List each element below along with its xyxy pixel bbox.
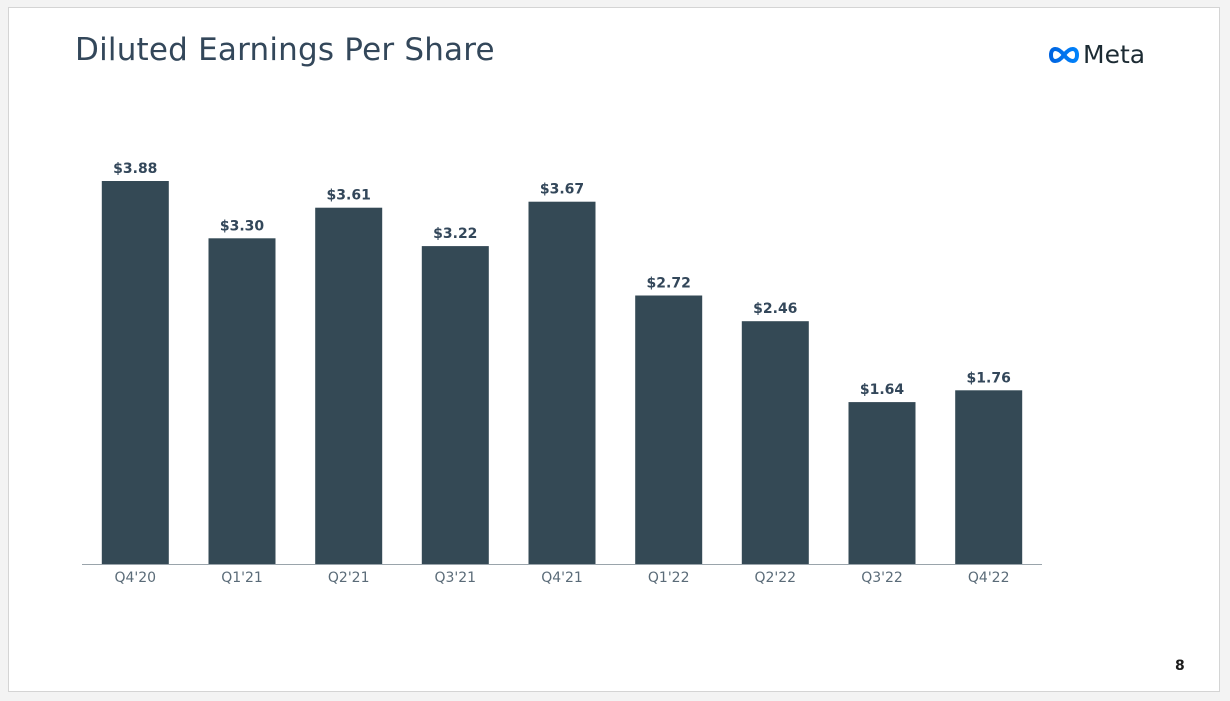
x-tick-label: Q1'22: [648, 570, 690, 586]
slide: Diluted Earnings Per Share Meta $3.88 Q4'…: [8, 7, 1220, 692]
x-tick-label: Q3'21: [435, 570, 477, 586]
x-tick-label: Q2'21: [328, 570, 370, 586]
x-tick-label: Q3'22: [861, 570, 903, 586]
bar-value-label: $2.72: [647, 276, 691, 292]
bar-value-label: $3.88: [113, 161, 157, 177]
bar-value-label: $3.61: [327, 188, 371, 204]
bar-8: [955, 390, 1023, 564]
x-tick-label: Q4'20: [115, 570, 157, 586]
page-title: Diluted Earnings Per Share: [75, 32, 495, 68]
bar-4: [528, 201, 596, 564]
x-tick-label: Q1'21: [221, 570, 263, 586]
bar-3: [421, 246, 489, 564]
bar-value-label: $2.46: [753, 301, 797, 317]
bar-7: [848, 402, 916, 564]
bar-value-label: $1.76: [967, 370, 1011, 386]
bar-value-label: $1.64: [860, 382, 905, 398]
bar-6: [741, 321, 809, 564]
bar-5: [635, 295, 703, 564]
bar-2: [315, 207, 383, 564]
meta-logo: Meta: [1047, 40, 1145, 70]
x-tick-label: Q2'22: [755, 570, 797, 586]
bar-value-label: $3.30: [220, 218, 265, 234]
page-number: 8: [1175, 658, 1185, 674]
eps-bar-chart: $3.88 Q4'20 $3.30 Q1'21 $3.61 Q2'21 $3.22 Q3'21…: [82, 161, 1042, 586]
x-tick-label: Q4'21: [541, 570, 583, 586]
meta-infinity-icon: [1049, 47, 1079, 63]
bar-value-label: $3.22: [433, 226, 477, 242]
x-tick-label: Q4'22: [968, 570, 1010, 586]
bar-1: [208, 238, 276, 565]
bar-0: [101, 181, 169, 564]
bar-value-label: $3.67: [540, 182, 584, 198]
brand-name: Meta: [1083, 40, 1146, 69]
